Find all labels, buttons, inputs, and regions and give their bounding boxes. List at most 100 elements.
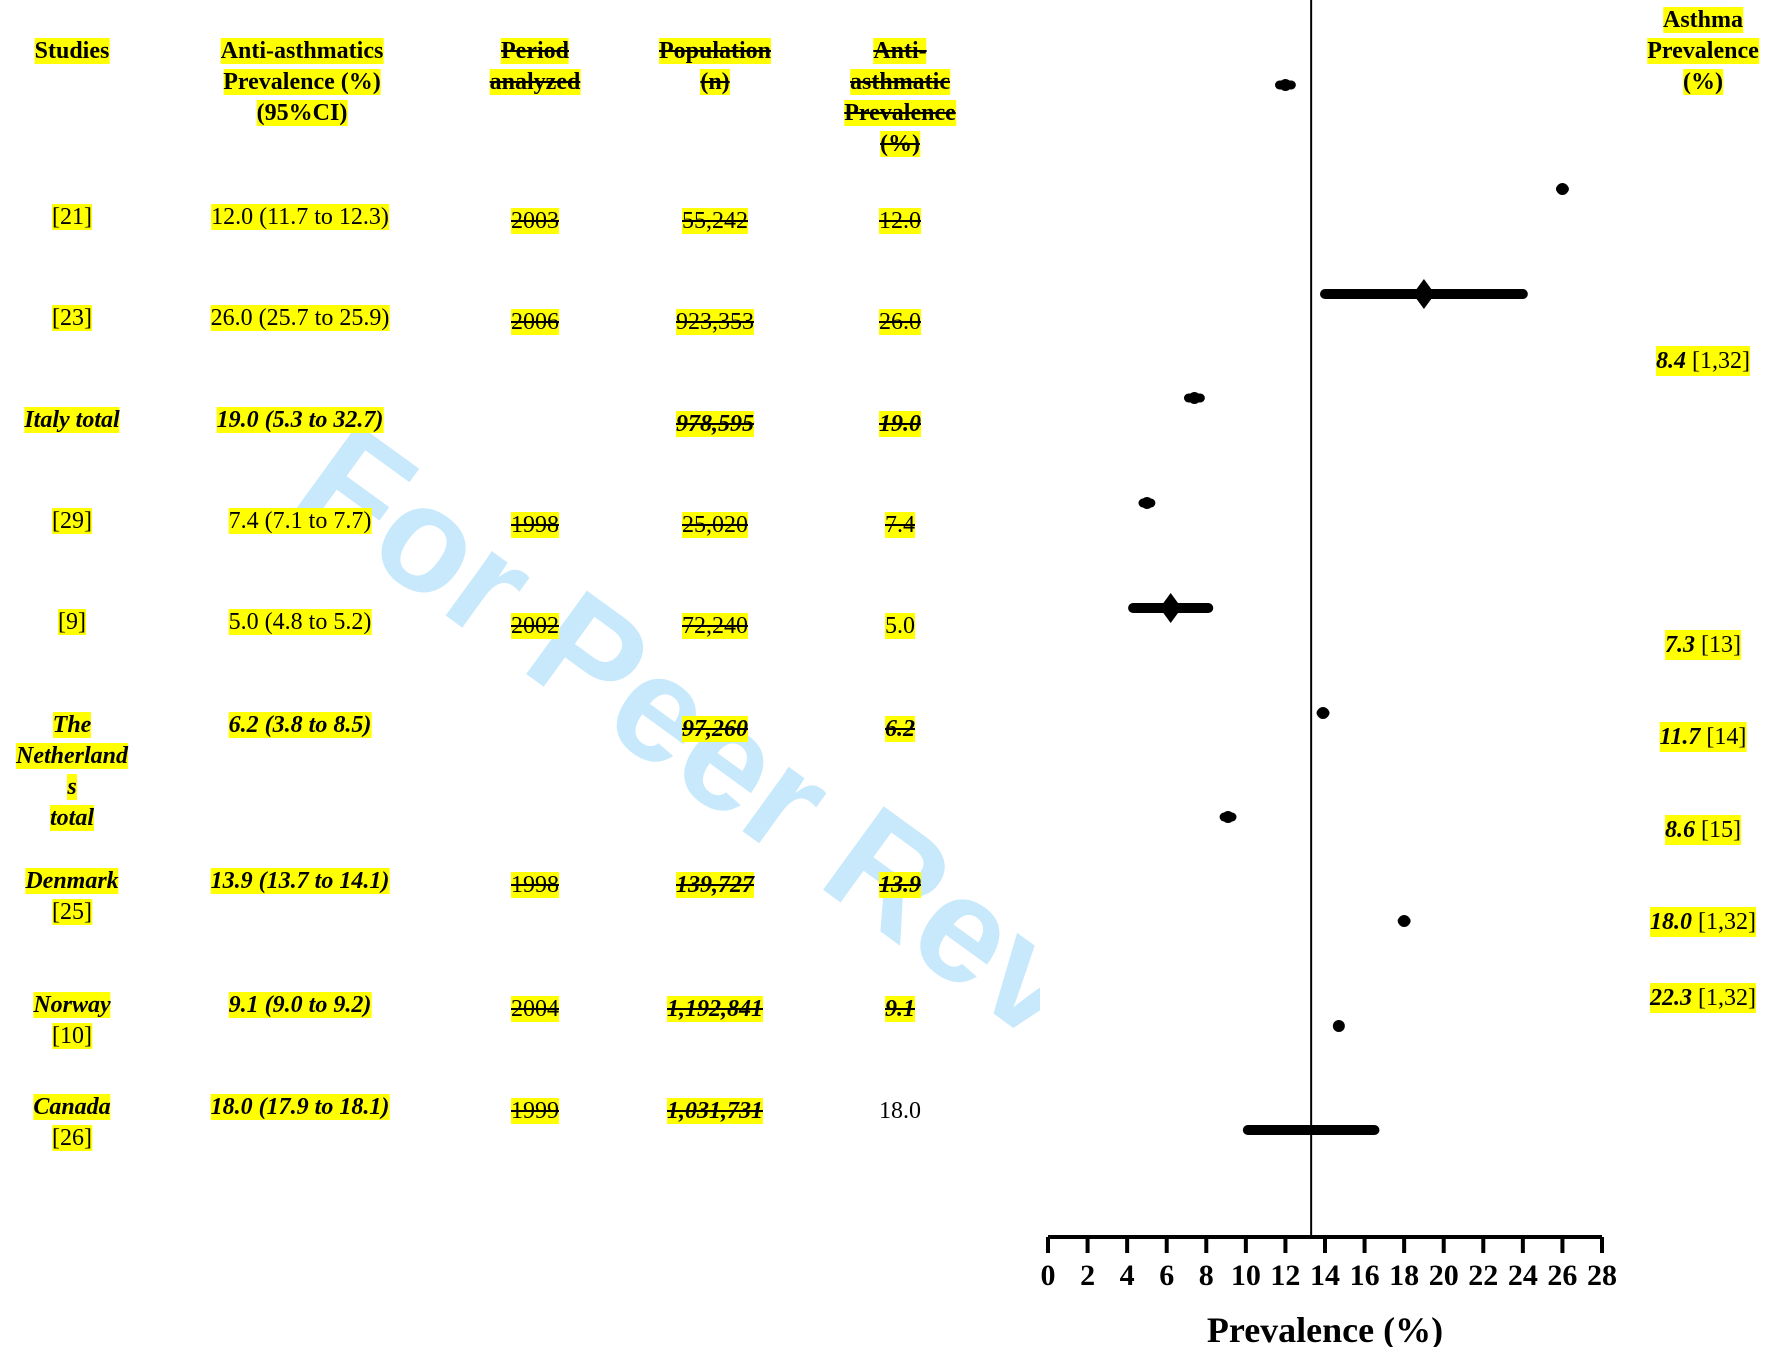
ci-cell: 12.0 (11.7 to 12.3) [211, 202, 389, 233]
population-cell-text: 1,192,841 [667, 996, 763, 1022]
population-cell-text: 55,242 [682, 208, 748, 234]
period-cell-text: 2002 [511, 613, 559, 639]
period-cell-text: 1999 [511, 1098, 559, 1124]
period-cell-text: 2006 [511, 309, 559, 335]
study-point [1140, 497, 1153, 509]
ci-cell-text: 6.2 (3.8 to 8.5) [228, 712, 372, 738]
prevalence-cell: 6.2 [885, 714, 915, 745]
header-population-text: Population [658, 38, 772, 64]
population-cell: 25,020 [682, 510, 748, 541]
study-point [1222, 811, 1235, 823]
ci-cell: 19.0 (5.3 to 32.7) [216, 405, 384, 436]
study-label: [25] [52, 899, 92, 925]
study-label: [23] [52, 305, 92, 331]
asthma-entry: 22.3 [1,32] [1650, 983, 1756, 1013]
ci-cell: 7.4 (7.1 to 7.7) [228, 506, 372, 537]
asthma-value: 18.0 [1650, 909, 1693, 935]
asthma-ref: [14] [1700, 724, 1747, 750]
asthma-ref: [1,32] [1692, 909, 1756, 935]
ci-cell-text: 26.0 (25.7 to 25.9) [210, 305, 390, 331]
period-cell-text: 1998 [511, 872, 559, 898]
study-label: The [52, 712, 92, 738]
study-cell: The Netherland s total [15, 710, 129, 834]
x-tick-label: 16 [1350, 1259, 1380, 1292]
prevalence-cell: 13.9 [879, 870, 921, 901]
study-label: [9] [58, 609, 86, 635]
header-anti-asthmatic-prevalence-text: Anti- [873, 38, 927, 64]
x-tick-label: 0 [1041, 1259, 1056, 1292]
study-cell: [29] [52, 506, 92, 537]
ci-cell-text: 9.1 (9.0 to 9.2) [228, 992, 372, 1018]
ci-cell: 6.2 (3.8 to 8.5) [228, 710, 372, 741]
x-tick-label: 10 [1231, 1259, 1261, 1292]
population-cell-text: 1,031,731 [667, 1098, 763, 1124]
study-point [1398, 915, 1411, 927]
header-anti-asthmatic-prevalence-text: Prevalence [844, 100, 956, 126]
asthma-value: 8.6 [1665, 817, 1696, 843]
prevalence-cell-text: 9.1 [885, 996, 915, 1022]
study-label: s [67, 774, 77, 800]
study-label: [29] [52, 508, 92, 534]
ci-cell: 26.0 (25.7 to 25.9) [210, 303, 390, 334]
study-cell: [9] [58, 607, 86, 638]
x-tick-label: 12 [1270, 1259, 1300, 1292]
population-cell-text: 72,240 [682, 613, 748, 639]
population-cell: 1,031,731 [667, 1096, 763, 1127]
header-anti-asthmatic-prevalence-text: asthmatic [850, 69, 950, 95]
header-population-text: (n) [700, 69, 730, 95]
prevalence-cell: 12.0 [879, 206, 921, 237]
study-cell: Italy total [24, 405, 120, 436]
header-prevalence-ci-text: (95%CI) [256, 100, 348, 126]
header-period-text: analyzed [489, 69, 581, 95]
population-cell-text: 978,595 [676, 411, 754, 437]
period-cell-text: 1998 [511, 512, 559, 538]
prevalence-cell: 18.0 [879, 1096, 921, 1127]
study-cell: Denmark [25] [25, 866, 119, 928]
asthma-ref: [1,32] [1686, 348, 1750, 374]
period-cell: 1998 [511, 510, 559, 541]
ci-cell: 5.0 (4.8 to 5.2) [228, 607, 372, 638]
prevalence-cell: 26.0 [879, 307, 921, 338]
prevalence-cell-text: 6.2 [885, 716, 915, 742]
ci-cell-text: 18.0 (17.9 to 18.1) [210, 1094, 390, 1120]
x-tick-label: 4 [1120, 1259, 1135, 1292]
population-cell: 72,240 [682, 611, 748, 642]
asthma-entry: 8.6 [15] [1665, 815, 1741, 845]
study-label: Norway [33, 992, 111, 1018]
x-axis-label: Prevalence (%) [1207, 1310, 1443, 1347]
ci-cell: 9.1 (9.0 to 9.2) [228, 990, 372, 1021]
population-cell-text: 25,020 [682, 512, 748, 538]
asthma-ref: [13] [1695, 632, 1741, 658]
period-cell: 2003 [511, 206, 559, 237]
asthma-entry: 7.3 [13] [1665, 630, 1741, 660]
x-tick-label: 2 [1080, 1259, 1095, 1292]
prevalence-cell-text: 26.0 [879, 309, 921, 335]
population-cell: 55,242 [682, 206, 748, 237]
population-cell-text: 139,727 [676, 872, 754, 898]
study-label: Netherland [15, 743, 129, 769]
study-point [1279, 79, 1292, 91]
pooled-diamond [1412, 279, 1435, 309]
prevalence-cell-text: 18.0 [879, 1098, 921, 1124]
study-point [1332, 1020, 1345, 1032]
population-cell: 978,595 [676, 409, 754, 440]
asthma-value: 22.3 [1650, 985, 1693, 1011]
asthma-entry: 11.7 [14] [1659, 722, 1747, 752]
prevalence-cell-text: 19.0 [879, 411, 921, 437]
study-cell: [21] [52, 202, 92, 233]
x-tick-label: 18 [1389, 1259, 1419, 1292]
x-tick-label: 6 [1159, 1259, 1174, 1292]
prevalence-cell: 7.4 [885, 510, 915, 541]
x-tick-label: 24 [1508, 1259, 1538, 1292]
study-label: [26] [52, 1125, 92, 1151]
period-cell-text: 2003 [511, 208, 559, 234]
study-label: Canada [33, 1094, 111, 1120]
prevalence-cell: 9.1 [885, 994, 915, 1025]
population-cell: 1,192,841 [667, 994, 763, 1025]
study-point [1188, 392, 1201, 404]
period-cell: 1998 [511, 870, 559, 901]
study-cell: [23] [52, 303, 92, 334]
prevalence-cell: 19.0 [879, 409, 921, 440]
asthma-header: Asthma Prevalence (%) [1647, 5, 1759, 98]
